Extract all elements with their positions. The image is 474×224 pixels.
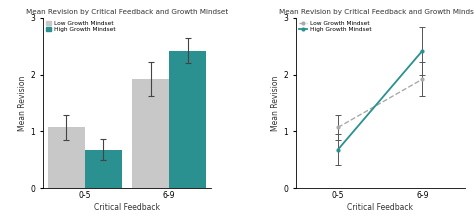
Legend: Low Growth Mindset, High Growth Mindset: Low Growth Mindset, High Growth Mindset	[299, 21, 372, 32]
Bar	[85, 150, 122, 188]
Bar	[132, 79, 169, 188]
Title: Mean Revision by Critical Feedback and Growth Mindset: Mean Revision by Critical Feedback and G…	[279, 9, 474, 15]
Title: Mean Revision by Critical Feedback and Growth Mindset: Mean Revision by Critical Feedback and G…	[26, 9, 228, 15]
Y-axis label: Mean Revision: Mean Revision	[18, 75, 27, 131]
Bar	[169, 51, 206, 188]
X-axis label: Critical Feedback: Critical Feedback	[347, 203, 413, 212]
X-axis label: Critical Feedback: Critical Feedback	[94, 203, 160, 212]
Bar	[48, 127, 85, 188]
Legend: Low Growth Mindset, High Growth Mindset: Low Growth Mindset, High Growth Mindset	[46, 21, 115, 32]
Y-axis label: Mean Revision: Mean Revision	[272, 75, 281, 131]
